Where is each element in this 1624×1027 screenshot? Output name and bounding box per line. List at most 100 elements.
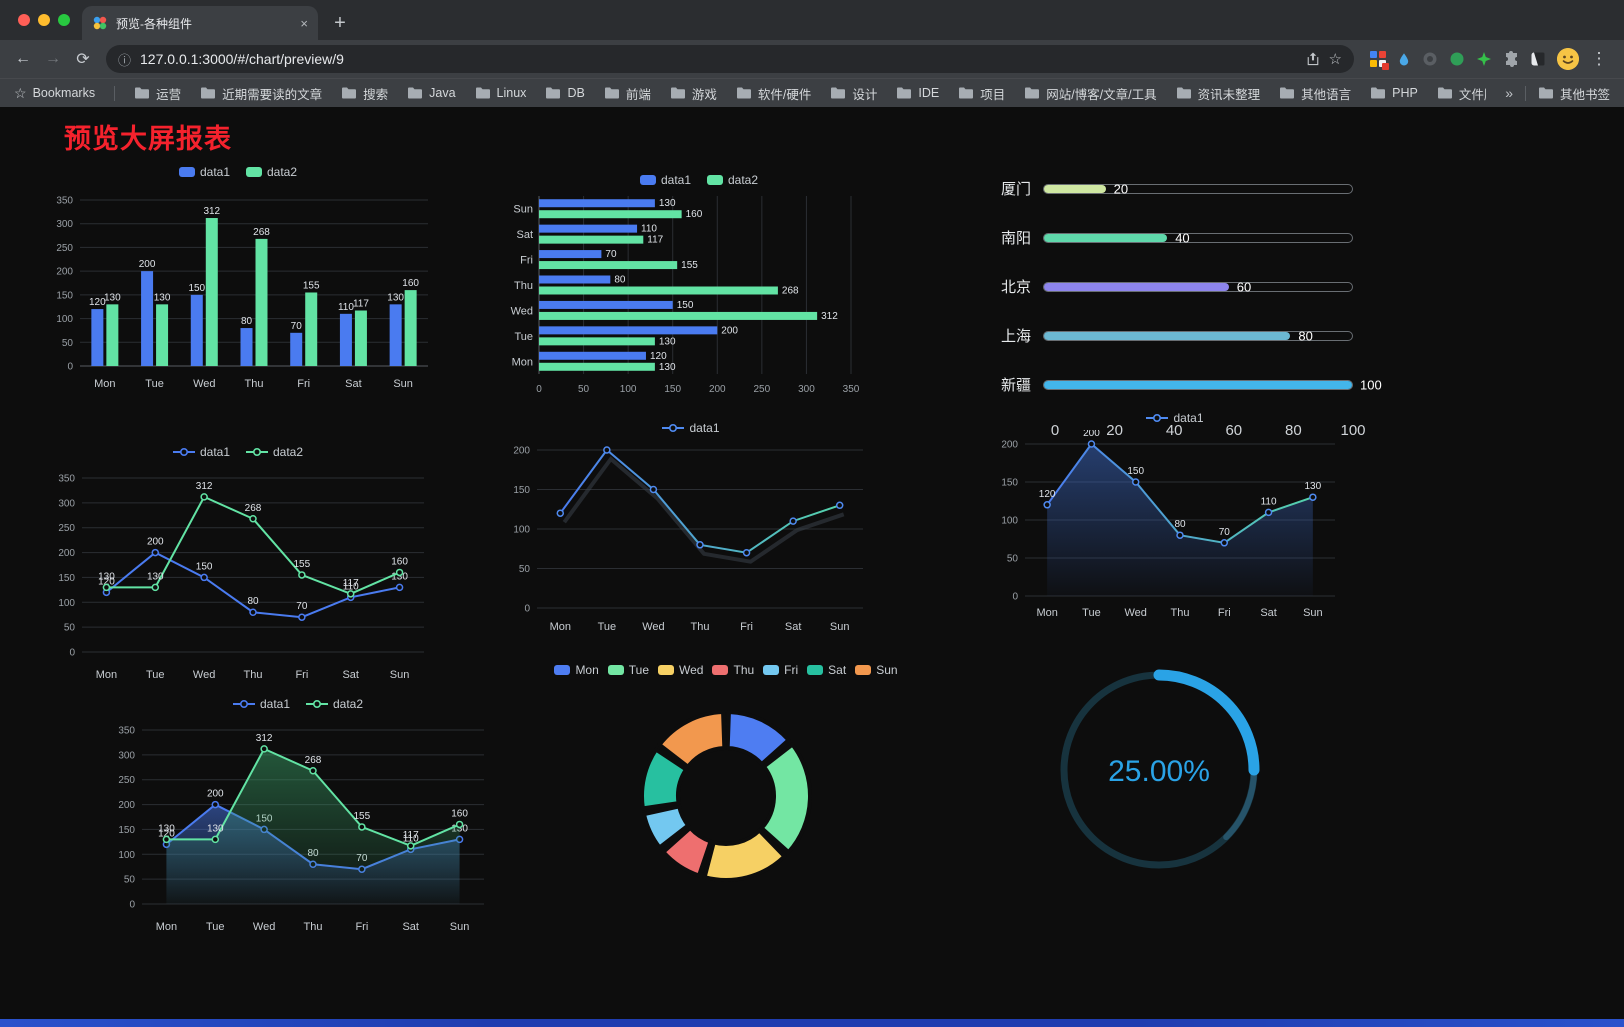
extension-grid-icon[interactable] xyxy=(1370,51,1389,70)
svg-text:200: 200 xyxy=(118,800,135,811)
new-tab-button[interactable]: + xyxy=(334,11,346,34)
series-data1[interactable]: 120 200 150 80 70 110 130 xyxy=(1039,428,1322,596)
series-data1[interactable] xyxy=(556,446,845,564)
legend-item-Mon[interactable]: Mon xyxy=(554,663,599,677)
site-info-icon[interactable]: ⓘ xyxy=(118,52,132,68)
extension-drop-icon[interactable] xyxy=(1397,51,1411,67)
bookmark-folder[interactable]: PHP xyxy=(1370,86,1418,100)
legend-item-data2[interactable]: data2 xyxy=(246,445,303,459)
bookmark-folder[interactable]: 游戏 xyxy=(670,84,717,103)
bookmark-folder[interactable]: 其他语言 xyxy=(1279,84,1351,103)
back-button[interactable]: ← xyxy=(15,50,31,67)
series-data2[interactable]: 130 130 312 268 155 117 160 xyxy=(104,206,419,366)
legend-item-data2[interactable]: data2 xyxy=(306,697,363,711)
bookmark-folder[interactable]: 前端 xyxy=(604,84,651,103)
series-data1[interactable]: 120 200 150 80 70 110 130 xyxy=(98,537,408,621)
minimize-window-button[interactable] xyxy=(38,14,50,26)
bookmark-star-icon[interactable]: ☆ xyxy=(1328,51,1342,68)
svg-text:Wed: Wed xyxy=(193,378,215,390)
extension-green-star-icon[interactable] xyxy=(1476,51,1492,67)
browser-menu-icon[interactable]: ⋮ xyxy=(1590,49,1608,68)
line-single-canvas[interactable]: 0 50 100 150 200 Mon Tue Wed Thu Fri Sat Sun xyxy=(501,440,881,638)
legend-item-data1[interactable]: data1 xyxy=(639,173,691,187)
svg-text:Sun: Sun xyxy=(1303,607,1323,619)
legend-item-data1[interactable]: data1 xyxy=(662,421,720,435)
pie-slice-Mon[interactable] xyxy=(725,710,791,767)
legend-item-data1[interactable]: data1 xyxy=(172,445,230,459)
pie-slice-Sun[interactable] xyxy=(657,710,727,769)
svg-text:130: 130 xyxy=(451,823,468,834)
close-window-button[interactable] xyxy=(18,14,30,26)
bookmark-folder[interactable]: 近期需要读的文章 xyxy=(200,84,322,103)
legend-item-data1[interactable]: data1 xyxy=(178,165,230,179)
bookmark-label: 项目 xyxy=(980,87,1006,102)
address-bar[interactable]: ⓘ 127.0.0.1:3000/#/chart/preview/9 ☆ xyxy=(106,45,1354,73)
extensions-puzzle-icon[interactable] xyxy=(1503,51,1519,67)
pie-slice-Wed[interactable] xyxy=(702,828,787,882)
legend-item-Sat[interactable]: Sat xyxy=(807,663,846,677)
pie-slice-Fri[interactable] xyxy=(641,804,691,850)
other-bookmarks-folder[interactable]: 其他书签 xyxy=(1538,84,1610,103)
legend-item-Fri[interactable]: Fri xyxy=(763,663,798,677)
legend-item-data2[interactable]: data2 xyxy=(246,165,297,179)
bookmark-folder[interactable]: 网站/博客/文章/工具 xyxy=(1024,84,1157,103)
bookmarks-bar: ☆ Bookmarks 运营 近期需要读的文章 搜索 Java Linux DB 前端 游戏 软… xyxy=(0,78,1624,107)
series-data2[interactable]: 130 130 312 268 155 117 160 xyxy=(98,481,408,598)
legend-item-Sun[interactable]: Sun xyxy=(855,663,898,677)
bookmark-folder[interactable]: DB xyxy=(545,86,585,100)
url-text[interactable]: 127.0.0.1:3000/#/chart/preview/9 xyxy=(140,51,344,67)
grouped-bar-canvas[interactable]: 0 50 100 150 200 250 300 350 Mon Tue Wed Thu Fri Sat S… xyxy=(38,184,438,396)
line-two-canvas[interactable]: 0 50 100 150 200 250 300 350 Mon Tue Wed Thu Fri Sat S… xyxy=(38,464,438,686)
bookmark-folder[interactable]: 搜索 xyxy=(341,84,388,103)
bookmark-folder[interactable]: 设计 xyxy=(830,84,877,103)
pie-slice-Sat[interactable] xyxy=(640,747,689,811)
svg-text:Mon: Mon xyxy=(156,921,177,933)
svg-text:100: 100 xyxy=(118,850,135,861)
bookmarks-overflow-chevron[interactable]: » xyxy=(1505,85,1513,101)
svg-text:0: 0 xyxy=(129,900,135,911)
forward-button[interactable]: → xyxy=(45,50,61,67)
reading-list-icon[interactable] xyxy=(1530,51,1546,67)
legend-item-Thu[interactable]: Thu xyxy=(712,663,754,677)
svg-text:Mon: Mon xyxy=(94,378,115,390)
bookmark-folder[interactable]: IDE xyxy=(896,86,939,100)
pie-slice-Thu[interactable] xyxy=(661,825,713,878)
svg-text:100: 100 xyxy=(620,384,637,395)
extension-dark-circle-icon[interactable] xyxy=(1422,51,1438,67)
svg-text:50: 50 xyxy=(519,564,531,575)
browser-tab[interactable]: 预览-各种组件 × xyxy=(82,6,318,40)
series-data2[interactable]: 130 130 312 268 155 117 160 xyxy=(158,733,468,904)
progress-label: 上海 xyxy=(1001,328,1032,345)
bookmark-folder[interactable]: Linux xyxy=(475,86,526,100)
svg-text:70: 70 xyxy=(1219,527,1231,538)
reload-button[interactable]: ⟳ xyxy=(76,51,90,68)
bookmark-folder[interactable]: 文件服务器 xyxy=(1437,84,1486,103)
bookmark-folder[interactable]: 软件/硬件 xyxy=(736,84,811,103)
legend-item-data1[interactable]: data1 xyxy=(232,697,290,711)
pie-slice-Tue[interactable] xyxy=(759,742,812,855)
weekday-donut-canvas[interactable] xyxy=(636,706,816,886)
share-icon[interactable] xyxy=(1306,51,1320,67)
progress-value: 80 xyxy=(1298,328,1313,343)
tab-close-icon[interactable]: × xyxy=(300,15,308,31)
bookmark-folder[interactable]: Java xyxy=(407,86,456,100)
legend-item-Wed[interactable]: Wed xyxy=(658,663,703,677)
profile-avatar[interactable] xyxy=(1557,48,1579,70)
series-data1[interactable]: 120 200 150 80 70 110 130 xyxy=(89,259,404,366)
extension-green-circle-icon[interactable] xyxy=(1449,51,1465,67)
area-two-canvas[interactable]: 0 50 100 150 200 250 300 350 Mon Tue Wed Thu Fri Sat S… xyxy=(98,716,498,938)
percent-ring-canvas[interactable]: 25.00% xyxy=(1053,664,1265,876)
zoom-window-button[interactable] xyxy=(58,14,70,26)
legend-item-data2[interactable]: data2 xyxy=(707,173,758,187)
bookmarks-manager-item[interactable]: ☆ Bookmarks xyxy=(14,85,95,102)
chart-area-two-series: data1 data2 0 50 100 150 200 250 300 350 Mon Tue We… xyxy=(98,696,498,992)
legend-item-data1[interactable]: data1 xyxy=(1146,411,1204,425)
legend-item-Tue[interactable]: Tue xyxy=(607,663,649,677)
bookmark-folder[interactable]: 资讯未整理 xyxy=(1176,84,1260,103)
bookmark-folder[interactable]: 运营 xyxy=(134,84,181,103)
folder-icon xyxy=(135,87,150,99)
svg-text:Mon: Mon xyxy=(550,621,571,633)
bookmark-folder[interactable]: 项目 xyxy=(958,84,1005,103)
